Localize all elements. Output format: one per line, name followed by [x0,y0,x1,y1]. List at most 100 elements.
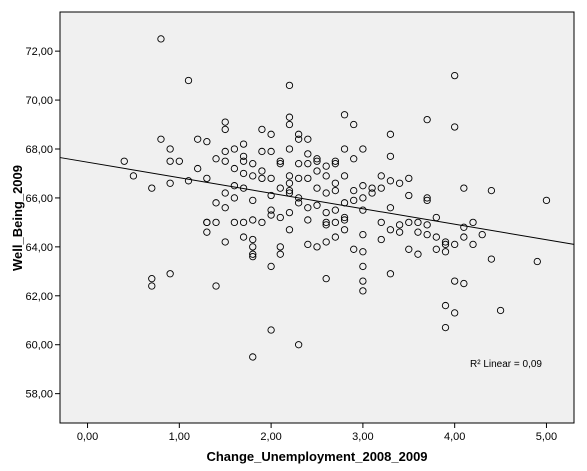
data-point [294,130,303,138]
data-point [405,191,413,200]
data-point [313,157,321,165]
x-tick-label: 3,00 [352,431,373,443]
data-point [267,262,275,271]
data-point [350,196,358,205]
data-point [221,157,229,165]
data-point [460,279,468,288]
data-point [423,194,431,202]
data-point [194,135,202,143]
data-point [258,167,266,175]
data-point [239,218,248,227]
data-point [340,226,349,234]
data-point [322,162,330,170]
data-point [322,172,330,180]
data-point [377,235,385,244]
data-point [423,115,431,124]
data-point [221,189,229,197]
data-point [239,233,248,241]
data-point [432,245,440,253]
data-point [166,179,174,187]
data-point [230,194,239,202]
data-point [469,218,477,227]
data-point [487,255,496,263]
data-point [249,243,257,251]
x-tick-label: 5,00 [536,431,557,443]
data-point [478,230,486,239]
y-tick-label: 66,00 [25,193,53,205]
data-point [276,250,284,258]
data-point [441,301,450,310]
y-axis-title: Well_Being_2009 [10,165,25,271]
data-point [313,243,321,251]
data-point [340,145,349,153]
data-point [148,275,156,283]
data-point [432,233,440,241]
data-point [212,199,220,207]
y-tick-label: 62,00 [25,291,53,303]
data-point [359,182,367,190]
data-point [322,208,330,217]
data-point [249,252,257,261]
fit-line [59,157,575,245]
data-point [395,221,404,229]
data-point [249,160,257,168]
data-point [175,157,183,165]
data-point [230,218,239,227]
data-point [533,257,541,266]
data-point [203,218,211,227]
r-squared-annotation: R² Linear = 0,09 [470,359,542,370]
data-point [230,164,239,173]
y-tick-label: 72,00 [25,46,53,58]
x-axis-title: Change_Unemployment_2008_2009 [206,449,427,464]
data-point [267,326,275,334]
data-point [129,172,138,180]
data-point [451,240,459,249]
data-point [157,135,165,143]
data-point [386,130,395,138]
data-point [359,248,367,256]
data-point [451,71,459,80]
data-point [285,208,294,217]
data-point [285,145,294,153]
data-point [221,238,229,246]
data-point [304,160,312,168]
data-point [267,147,275,156]
y-tick-label: 68,00 [25,144,53,156]
data-point [395,228,404,236]
data-point [451,277,459,285]
data-point [331,218,340,227]
data-point [414,218,422,227]
data-point [285,179,294,187]
data-point [313,155,321,163]
data-point [423,230,431,239]
data-point [441,248,450,256]
data-point [166,157,174,165]
data-point [350,120,358,129]
data-point [322,221,330,229]
data-point [239,157,248,165]
data-point [322,238,330,246]
data-point [267,206,275,214]
data-point [166,145,174,153]
data-point [239,169,248,178]
data-point [267,211,275,219]
data-point [359,230,367,239]
data-point [212,155,220,163]
data-point [276,213,284,222]
data-point [148,282,156,290]
data-point [276,184,284,192]
data-point [184,177,193,185]
y-tick-label: 60,00 [25,340,53,352]
data-point [414,228,422,236]
data-point [405,174,413,183]
y-tick-label: 70,00 [25,95,53,107]
data-point [340,111,349,119]
data-point [285,172,294,180]
data-point [267,191,275,200]
data-point [304,150,312,158]
data-point [359,262,367,271]
data-point [221,118,229,126]
data-point [258,125,266,134]
data-point [221,147,229,156]
